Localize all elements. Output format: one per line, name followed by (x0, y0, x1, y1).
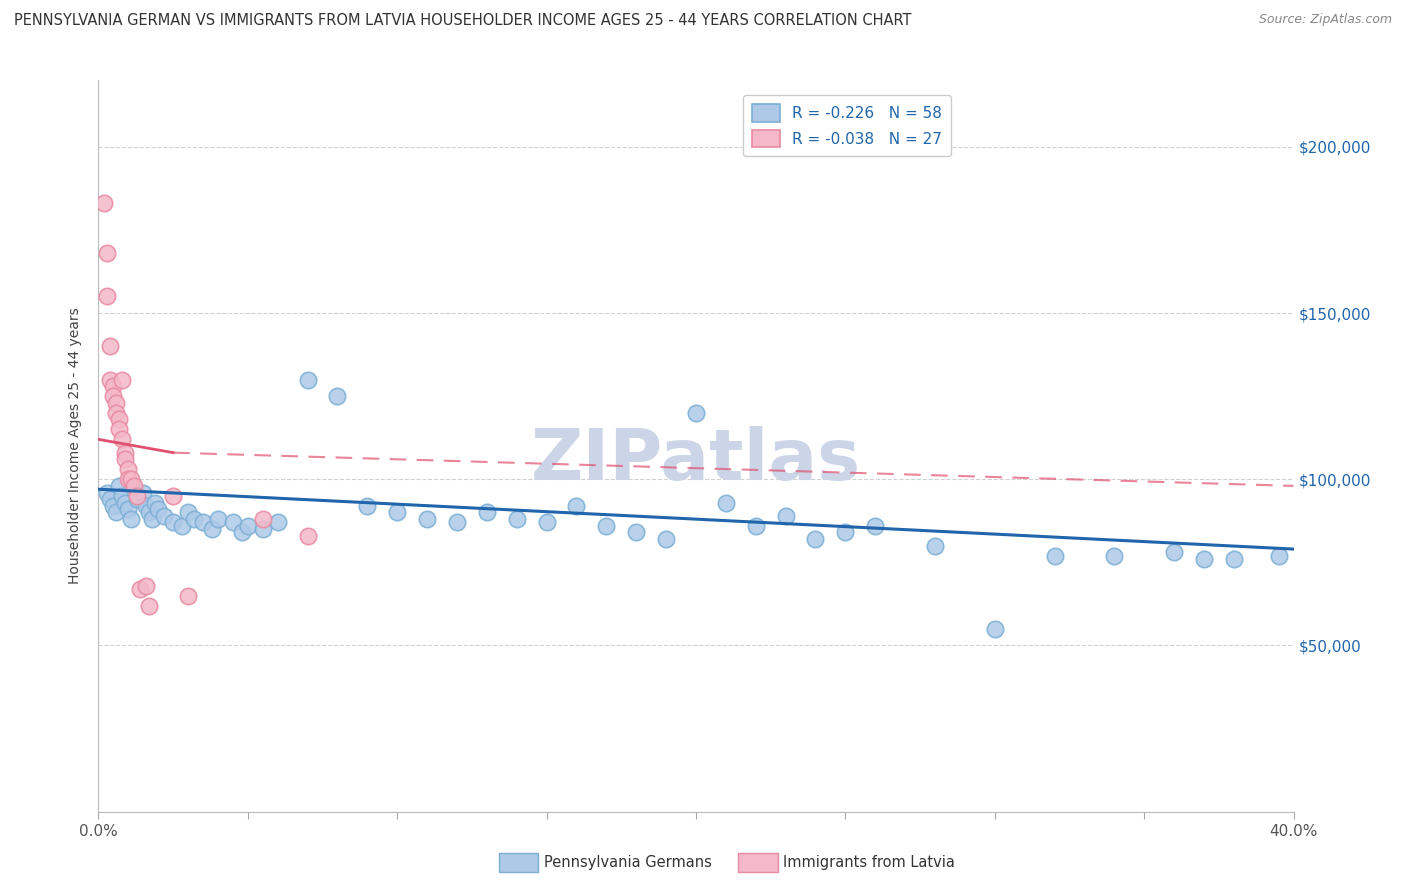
Point (236, 518, 259, 533)
Point (96, 485, 118, 500)
Point (183, 512, 205, 526)
Point (124, 482, 146, 496)
Point (135, 499, 157, 513)
Point (114, 445, 136, 459)
Point (745, 518, 768, 533)
Point (108, 479, 131, 493)
Point (108, 412, 131, 426)
Point (222, 516, 245, 530)
Point (93, 196, 115, 211)
Point (129, 582, 152, 596)
Point (191, 516, 214, 530)
Point (96, 289, 118, 303)
Point (231, 525, 253, 540)
Point (117, 462, 139, 476)
Y-axis label: Householder Income Ages 25 - 44 years: Householder Income Ages 25 - 44 years (69, 308, 83, 584)
Point (1267, 549, 1289, 563)
Point (416, 512, 439, 526)
Point (1163, 545, 1185, 559)
Point (111, 433, 134, 447)
Point (98, 372, 122, 386)
Point (162, 489, 184, 503)
Point (177, 506, 200, 520)
Text: ZIPatlas: ZIPatlas (531, 426, 860, 495)
Point (685, 406, 707, 420)
Point (506, 512, 529, 526)
Point (124, 479, 146, 493)
Point (1104, 549, 1126, 563)
Point (565, 499, 588, 513)
Point (117, 472, 139, 486)
Point (1223, 552, 1246, 566)
Point (172, 518, 194, 533)
Point (98, 339, 122, 353)
Point (114, 452, 136, 467)
Point (103, 389, 125, 403)
Point (105, 396, 128, 410)
Point (536, 516, 558, 530)
Point (804, 532, 827, 546)
Point (924, 539, 946, 553)
Point (446, 516, 468, 530)
Text: Immigrants from Latvia: Immigrants from Latvia (783, 855, 955, 870)
Point (141, 512, 163, 526)
Point (103, 379, 125, 393)
Point (267, 516, 290, 530)
Point (207, 512, 229, 526)
Point (138, 506, 160, 520)
Point (385, 506, 409, 520)
Point (1043, 549, 1066, 563)
Point (108, 422, 131, 436)
Text: Source: ZipAtlas.com: Source: ZipAtlas.com (1258, 13, 1392, 27)
Point (326, 389, 349, 403)
Point (114, 495, 136, 509)
Point (120, 512, 142, 526)
Point (105, 406, 128, 420)
Point (105, 506, 128, 520)
Point (252, 522, 274, 536)
Point (162, 516, 184, 530)
Point (1192, 552, 1215, 566)
Point (865, 518, 887, 533)
Point (132, 485, 155, 500)
Text: PENNSYLVANIA GERMAN VS IMMIGRANTS FROM LATVIA HOUSEHOLDER INCOME AGES 25 - 44 YE: PENNSYLVANIA GERMAN VS IMMIGRANTS FROM L… (14, 13, 911, 29)
Point (120, 472, 142, 486)
Point (127, 492, 149, 507)
Point (201, 522, 224, 536)
Point (103, 499, 125, 513)
Point (117, 502, 139, 516)
Point (111, 489, 134, 503)
Point (96, 246, 118, 260)
Point (475, 506, 498, 520)
Point (834, 525, 856, 540)
Point (143, 495, 166, 509)
Point (252, 512, 274, 526)
Point (714, 495, 737, 509)
Point (148, 502, 170, 516)
Point (111, 372, 134, 386)
Point (135, 579, 157, 593)
Point (626, 525, 648, 540)
Point (127, 489, 149, 503)
Point (297, 529, 319, 543)
Point (177, 589, 200, 603)
Point (297, 372, 319, 386)
Point (775, 508, 797, 523)
Point (153, 508, 176, 523)
Point (138, 599, 160, 613)
Point (356, 499, 378, 513)
Point (98, 492, 122, 507)
Point (655, 532, 678, 546)
Legend: R = -0.226   N = 58, R = -0.038   N = 27: R = -0.226 N = 58, R = -0.038 N = 27 (744, 95, 952, 156)
Text: Pennsylvania Germans: Pennsylvania Germans (544, 855, 711, 870)
Point (595, 518, 617, 533)
Point (984, 622, 1007, 636)
